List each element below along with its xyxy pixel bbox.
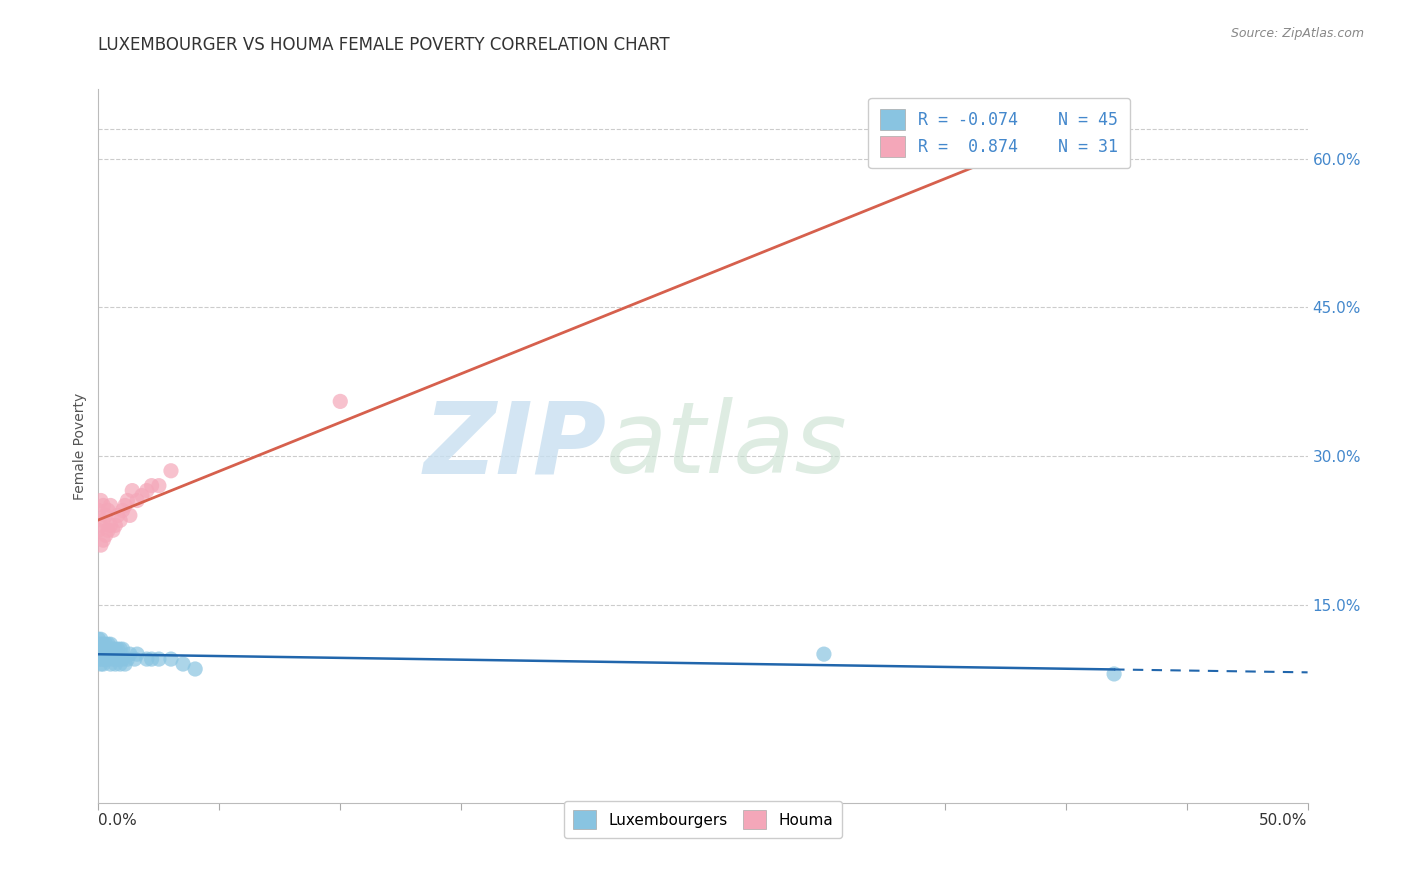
Point (160, 652, 183, 666)
Point (91, 657, 114, 671)
Point (97, 637, 120, 651)
Text: 50.0%: 50.0% (1260, 813, 1308, 828)
Point (91, 499, 114, 513)
Point (117, 652, 139, 666)
Point (91, 637, 114, 651)
Point (87, 652, 110, 666)
Point (172, 657, 194, 671)
Point (87, 503, 110, 517)
Point (94, 528, 117, 542)
Point (114, 657, 136, 671)
Point (91, 513, 114, 527)
Legend: Luxembourgers, Houma: Luxembourgers, Houma (564, 801, 842, 838)
Point (107, 508, 129, 523)
Point (108, 513, 131, 527)
Point (90, 637, 112, 651)
Point (131, 489, 153, 503)
Point (97, 503, 120, 517)
Point (104, 642, 127, 657)
Text: LUXEMBOURGER VS HOUMA FEMALE POVERTY CORRELATION CHART: LUXEMBOURGER VS HOUMA FEMALE POVERTY COR… (98, 36, 671, 54)
Point (160, 464, 183, 478)
Point (127, 493, 149, 508)
Point (101, 523, 124, 537)
Point (100, 657, 122, 671)
Point (101, 652, 124, 666)
Point (135, 652, 157, 666)
Point (127, 647, 149, 661)
Point (94, 647, 117, 661)
Point (90, 657, 112, 671)
Point (108, 657, 131, 671)
Text: atlas: atlas (606, 398, 848, 494)
Point (121, 483, 143, 498)
Point (97, 652, 120, 666)
Point (1007, 152, 1029, 166)
Point (118, 508, 141, 523)
Point (329, 394, 352, 409)
Point (118, 647, 141, 661)
Point (100, 518, 122, 533)
Point (94, 508, 117, 523)
Point (107, 652, 129, 666)
Point (1102, 667, 1125, 681)
Point (87, 642, 110, 657)
Point (100, 637, 122, 651)
Point (148, 652, 170, 666)
Point (91, 642, 114, 657)
Point (97, 647, 120, 661)
Point (135, 483, 157, 498)
Point (124, 652, 146, 666)
Point (91, 533, 114, 548)
Point (100, 647, 122, 661)
Point (100, 499, 122, 513)
Point (111, 642, 134, 657)
Point (90, 642, 112, 657)
Point (90, 632, 112, 647)
Point (104, 518, 127, 533)
Text: ZIP: ZIP (423, 398, 606, 494)
Point (87, 647, 110, 661)
Point (114, 499, 136, 513)
Point (90, 518, 112, 533)
Point (94, 637, 117, 651)
Point (141, 478, 163, 492)
Point (111, 503, 134, 517)
Point (87, 632, 110, 647)
Y-axis label: Female Poverty: Female Poverty (73, 392, 87, 500)
Point (184, 662, 207, 676)
Text: Source: ZipAtlas.com: Source: ZipAtlas.com (1230, 27, 1364, 40)
Point (90, 493, 112, 508)
Point (813, 647, 835, 661)
Point (91, 652, 114, 666)
Text: 0.0%: 0.0% (98, 813, 138, 828)
Point (101, 642, 124, 657)
Point (97, 523, 120, 537)
Point (148, 478, 170, 492)
Point (117, 493, 139, 508)
Point (90, 538, 112, 552)
Point (104, 657, 127, 671)
Point (90, 652, 112, 666)
Point (111, 652, 134, 666)
Point (87, 523, 110, 537)
Point (141, 652, 163, 666)
Point (87, 637, 110, 651)
Point (108, 642, 131, 657)
Point (94, 652, 117, 666)
Point (107, 642, 129, 657)
